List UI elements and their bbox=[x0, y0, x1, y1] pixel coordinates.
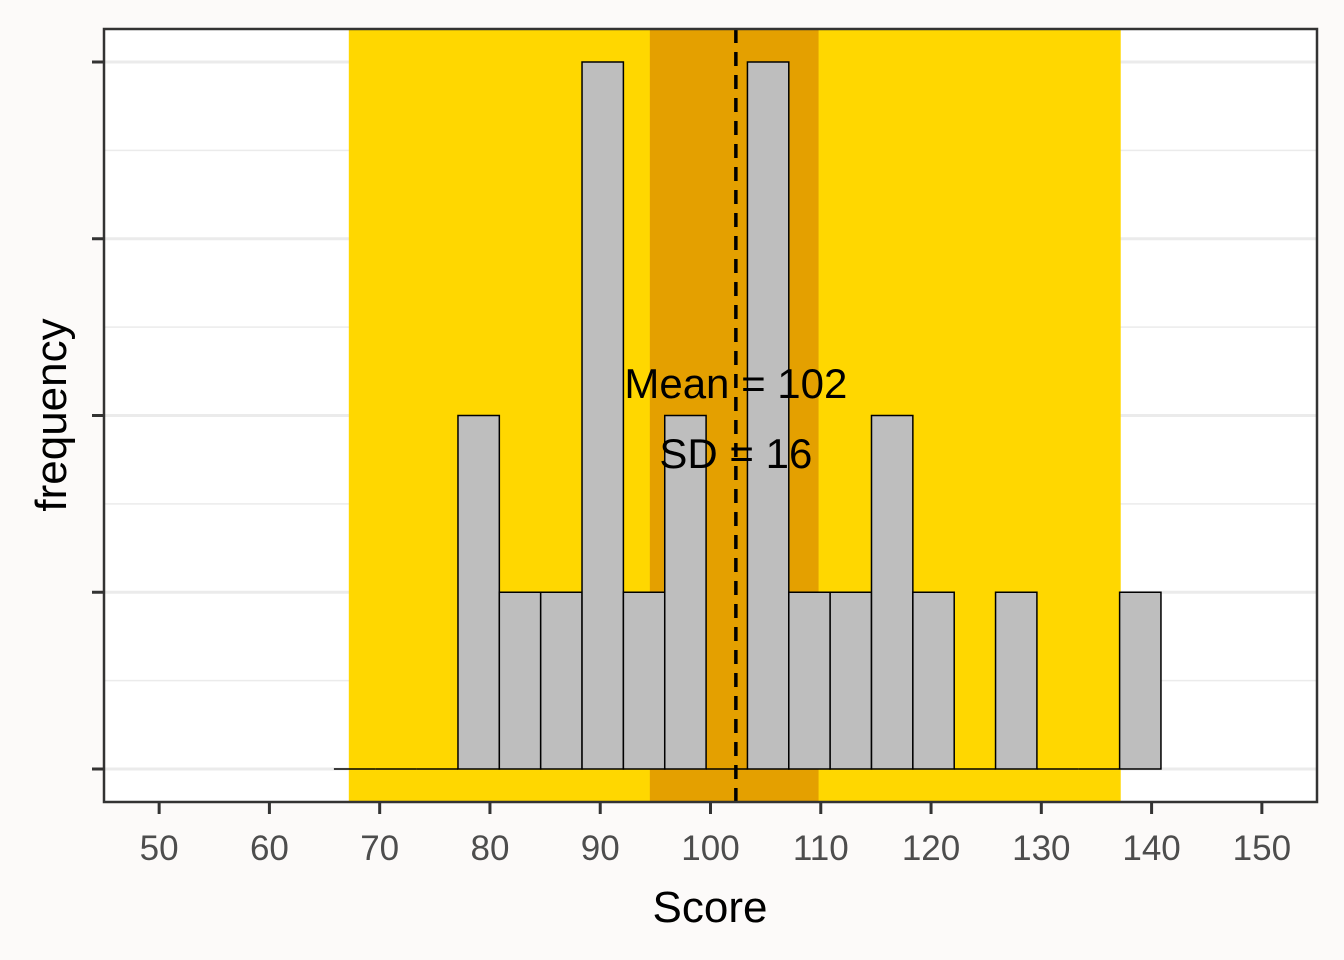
x-tick-label: 110 bbox=[793, 829, 849, 868]
histogram-bar bbox=[539, 591, 583, 770]
histogram-bar bbox=[1118, 591, 1162, 770]
histogram-bar bbox=[746, 61, 790, 770]
x-tick-label: 50 bbox=[140, 829, 179, 868]
histogram-bar bbox=[994, 591, 1038, 770]
x-axis-title: Score bbox=[653, 883, 768, 932]
x-tick-label: 90 bbox=[581, 829, 620, 868]
x-tick-label: 150 bbox=[1233, 829, 1291, 868]
sd-annotation: SD = 16 bbox=[659, 430, 812, 477]
x-tick-label: 60 bbox=[250, 829, 289, 868]
x-axis-ticks: 50 60 70 80 90 100 110 120 130 140 150 bbox=[140, 802, 1291, 868]
x-tick-label: 80 bbox=[470, 829, 509, 868]
histogram-bar bbox=[912, 591, 955, 770]
histogram-bar bbox=[663, 414, 707, 770]
y-axis-title: frequency bbox=[27, 318, 76, 511]
x-tick-label: 70 bbox=[360, 829, 399, 868]
stats-annotation: Mean = 102 SD = 16 bbox=[624, 360, 847, 477]
x-tick-label: 130 bbox=[1012, 829, 1070, 868]
y-axis-ticks bbox=[92, 60, 104, 771]
histogram-bar bbox=[622, 591, 666, 770]
x-tick-label: 120 bbox=[902, 829, 960, 868]
histogram-bar bbox=[870, 414, 914, 770]
mean-annotation: Mean = 102 bbox=[624, 360, 847, 407]
x-tick-label: 100 bbox=[681, 829, 739, 868]
histogram-bar bbox=[457, 414, 501, 770]
x-tick-label: 140 bbox=[1122, 829, 1180, 868]
histogram-bar bbox=[788, 591, 831, 770]
histogram-bar bbox=[829, 591, 873, 770]
histogram-bar bbox=[581, 61, 625, 770]
histogram-bar bbox=[498, 591, 542, 770]
histogram-bars bbox=[333, 61, 1162, 770]
